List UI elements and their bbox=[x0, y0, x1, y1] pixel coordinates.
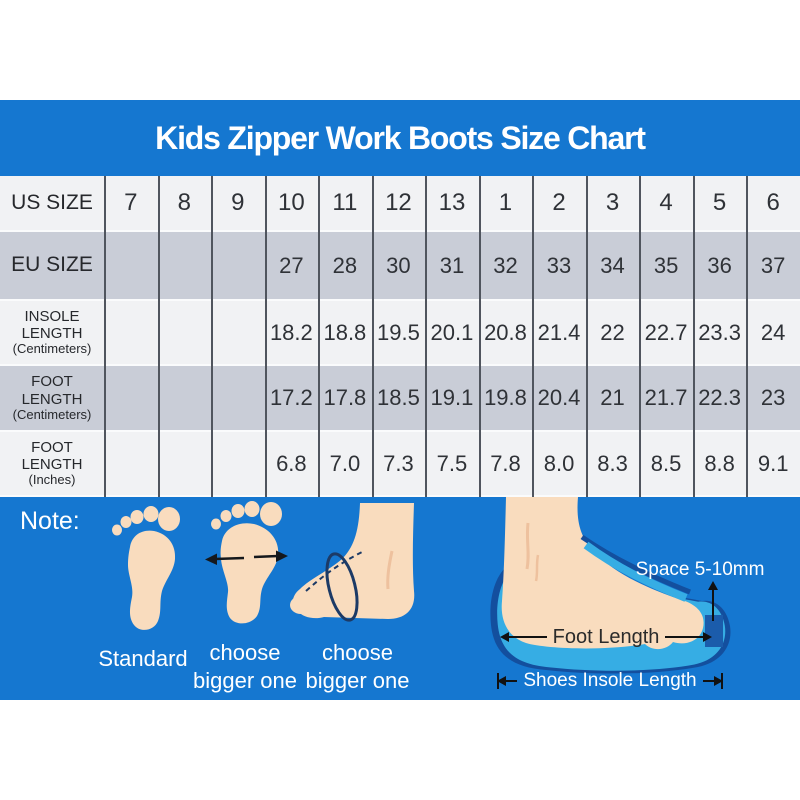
table-cell: 20.8 bbox=[484, 319, 527, 345]
foot-insole-illustration bbox=[490, 497, 731, 674]
table-cell: 7.0 bbox=[329, 450, 361, 476]
foot-girth-icon bbox=[290, 503, 415, 622]
table-cell: 33 bbox=[546, 252, 572, 278]
table-cell: 4 bbox=[659, 189, 673, 216]
table-cell: 7.3 bbox=[383, 450, 414, 476]
arrowhead-left-icon bbox=[500, 632, 509, 642]
row-header: INSOLE LENGTH (Centimeters) bbox=[12, 307, 92, 357]
table-cell: 7.8 bbox=[490, 450, 521, 476]
table-cell: 6 bbox=[766, 189, 780, 216]
table-cell: 21.7 bbox=[644, 385, 688, 410]
table-cell: 20.4 bbox=[537, 385, 581, 410]
table-cell: 21.4 bbox=[537, 319, 581, 345]
table-cell: 20.1 bbox=[430, 319, 474, 345]
caption-standard: Standard bbox=[98, 646, 188, 671]
table-cell bbox=[104, 432, 158, 495]
table-cell: 21 bbox=[600, 385, 625, 410]
table-cell: 7.5 bbox=[436, 450, 468, 476]
table-cell: 36 bbox=[707, 252, 732, 278]
row-header: FOOT LENGTH (Inches) bbox=[21, 438, 83, 488]
table-cell: 24 bbox=[760, 319, 786, 345]
table-cell: 9.1 bbox=[757, 450, 789, 476]
table-cell: 30 bbox=[386, 252, 411, 278]
size-table: US SIZE 7 8 9 10 11 12 13 1 2 3 4 5 6 EU… bbox=[0, 176, 800, 497]
table-row-us-size: US SIZE 7 8 9 10 11 12 13 1 2 3 4 5 6 bbox=[0, 176, 800, 232]
table-cell: 19.8 bbox=[484, 385, 527, 410]
table-cell: 23 bbox=[760, 385, 786, 410]
width-arrows-icon bbox=[205, 550, 288, 565]
row-header: US SIZE bbox=[11, 190, 93, 214]
table-cell: 8.3 bbox=[597, 450, 628, 476]
row-header: FOOT LENGTH (Centimeters) bbox=[12, 373, 92, 422]
footprint-standard-icon bbox=[112, 506, 180, 630]
table-cell bbox=[104, 232, 158, 299]
arrowhead-left-icon bbox=[497, 676, 506, 686]
table-cell: 31 bbox=[439, 252, 465, 278]
table-cell: 22 bbox=[600, 319, 625, 345]
page-title: Kids Zipper Work Boots Size Chart bbox=[155, 119, 646, 156]
table-cell: 1 bbox=[498, 189, 513, 216]
table-cell: 7 bbox=[124, 189, 138, 216]
table-cell bbox=[211, 232, 265, 299]
table-cell: 18.2 bbox=[269, 319, 313, 345]
table-row-eu-size: EU SIZE 27 28 30 31 32 33 34 35 36 37 bbox=[0, 232, 800, 301]
table-cell: 18.8 bbox=[323, 319, 367, 345]
table-cell bbox=[158, 432, 212, 495]
foot-length-label: Foot Length bbox=[552, 625, 660, 648]
table-cell: 8.5 bbox=[650, 450, 682, 476]
table-cell: 17.8 bbox=[323, 385, 367, 410]
table-cell bbox=[211, 366, 265, 430]
row-header: EU SIZE bbox=[11, 253, 93, 277]
table-cell: 5 bbox=[712, 189, 727, 216]
table-cell bbox=[158, 366, 212, 430]
table-row-insole-length-cm: INSOLE LENGTH (Centimeters) 18.2 18.8 19… bbox=[0, 301, 800, 366]
caption-choose-bigger-girth: choose bigger one bbox=[305, 640, 410, 694]
table-cell: 17.2 bbox=[269, 385, 313, 410]
table-cell: 34 bbox=[600, 252, 625, 278]
table-cell: 37 bbox=[760, 252, 786, 278]
table-cell: 8 bbox=[177, 189, 191, 216]
table-cell: 19.5 bbox=[377, 319, 420, 345]
table-cell bbox=[158, 232, 212, 299]
table-cell: 3 bbox=[605, 189, 620, 216]
arrowhead-right-icon bbox=[714, 676, 723, 686]
insole-length-label: Shoes Insole Length bbox=[523, 670, 697, 691]
table-cell bbox=[211, 432, 265, 495]
table-cell: 35 bbox=[653, 252, 679, 278]
table-cell bbox=[158, 301, 212, 364]
table-cell: 22.3 bbox=[698, 385, 742, 410]
table-cell bbox=[104, 301, 158, 364]
insole-length-arrow: Shoes Insole Length bbox=[497, 669, 723, 693]
table-cell: 18.5 bbox=[377, 385, 420, 410]
table-cell: 11 bbox=[332, 189, 358, 216]
table-cell: 32 bbox=[493, 252, 518, 278]
table-cell bbox=[211, 301, 265, 364]
table-cell: 9 bbox=[231, 189, 245, 216]
table-cell: 28 bbox=[332, 252, 358, 278]
footprint-wide-icon bbox=[205, 501, 288, 624]
table-cell: 13 bbox=[438, 189, 466, 216]
arrowhead-right-icon bbox=[703, 632, 712, 642]
table-cell: 19.1 bbox=[430, 385, 474, 410]
space-label: Space 5-10mm bbox=[635, 559, 765, 580]
table-cell: 12 bbox=[385, 189, 412, 216]
table-cell: 10 bbox=[278, 189, 305, 216]
caption-choose-bigger-width: choose bigger one bbox=[193, 640, 297, 694]
table-cell: 27 bbox=[279, 252, 304, 278]
table-cell: 23.3 bbox=[698, 319, 742, 345]
table-row-foot-length-cm: FOOT LENGTH (Centimeters) 17.2 17.8 18.5… bbox=[0, 366, 800, 432]
table-cell: 2 bbox=[552, 189, 566, 216]
table-cell: 8.8 bbox=[704, 450, 735, 476]
table-cell bbox=[104, 366, 158, 430]
note-label: Note: bbox=[20, 507, 80, 535]
table-cell: 8.0 bbox=[543, 450, 575, 476]
title-banner: Kids Zipper Work Boots Size Chart bbox=[0, 100, 800, 176]
space-arrow-icon bbox=[708, 581, 718, 621]
table-cell: 22.7 bbox=[644, 319, 688, 345]
table-cell: 6.8 bbox=[276, 450, 307, 476]
foot-length-arrow: Foot Length bbox=[500, 625, 712, 649]
note-section: Note: Standard choose bigg bbox=[0, 497, 800, 700]
table-row-foot-length-inches: FOOT LENGTH (Inches) 6.8 7.0 7.3 7.5 7.8… bbox=[0, 432, 800, 497]
